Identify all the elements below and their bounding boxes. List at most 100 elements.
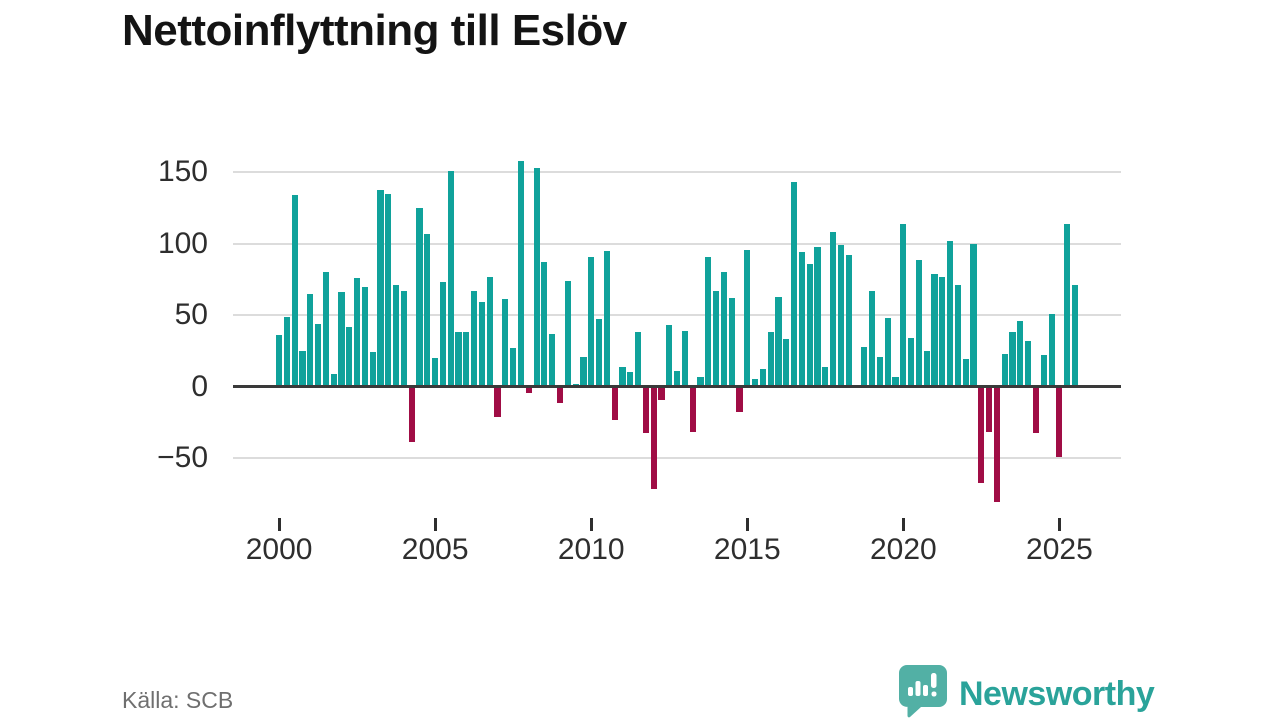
bar-2001-Q2 [315, 323, 322, 387]
bar-2008-Q3 [541, 262, 548, 387]
bar-2001-Q1 [307, 293, 314, 387]
y-axis-tick-label: 150 [157, 155, 208, 189]
x-axis-tick-2015 [745, 518, 749, 531]
x-axis-tick-2020 [901, 518, 905, 531]
bar-2000-Q4 [299, 350, 306, 387]
bar-2025-Q3 [1071, 285, 1079, 387]
bar-2007-Q2 [502, 299, 509, 387]
bar-2022-Q4 [986, 387, 993, 432]
bar-2015-Q1 [744, 249, 751, 387]
bar-2002-Q2 [346, 326, 353, 387]
bar-2020-Q3 [915, 259, 923, 387]
bar-2014-Q3 [728, 298, 735, 387]
bar-2005-Q3 [447, 171, 454, 387]
bar-2011-Q3 [634, 332, 642, 387]
bar-2007-Q1 [494, 387, 501, 418]
bar-2005-Q4 [455, 332, 462, 387]
x-axis-tick-label: 2010 [557, 533, 625, 566]
x-axis-tick-2000 [277, 518, 281, 531]
gridline-150 [233, 171, 1121, 174]
bar-2004-Q3 [416, 208, 423, 387]
bar-2012-Q2 [658, 387, 665, 401]
bar-2015-Q2 [751, 379, 759, 387]
bar-2022-Q1 [962, 359, 969, 387]
bar-2004-Q4 [424, 233, 431, 387]
bar-2024-Q3 [1040, 355, 1047, 387]
bar-2009-Q2 [564, 280, 571, 387]
bar-2023-Q3 [1009, 332, 1016, 387]
y-axis-tick-label: 50 [174, 298, 208, 332]
bar-2006-Q2 [471, 290, 478, 387]
bar-2022-Q2 [970, 243, 977, 387]
bar-2016-Q1 [775, 296, 782, 387]
bar-2024-Q1 [1025, 340, 1032, 387]
bar-2009-Q4 [580, 356, 587, 387]
bar-2001-Q4 [330, 373, 337, 387]
bar-2003-Q4 [393, 285, 400, 387]
bar-2024-Q2 [1032, 387, 1040, 434]
x-axis-tick-label: 2015 [713, 533, 781, 566]
bar-2003-Q1 [369, 352, 376, 387]
newsworthy-wordmark: Newsworthy [959, 674, 1155, 713]
bar-2007-Q4 [517, 161, 525, 387]
bar-2019-Q4 [892, 376, 899, 387]
bar-2012-Q1 [650, 387, 657, 489]
bar-2013-Q1 [681, 330, 688, 387]
bar-2015-Q3 [759, 369, 766, 387]
bar-2009-Q1 [556, 387, 564, 404]
bar-2004-Q1 [400, 290, 408, 387]
bar-2008-Q2 [533, 168, 540, 387]
bar-2024-Q4 [1048, 313, 1055, 387]
x-axis-tick-label: 2020 [869, 533, 937, 566]
x-axis-zero-line [233, 385, 1121, 388]
bar-2023-Q1 [993, 387, 1001, 502]
bar-2020-Q4 [923, 350, 930, 387]
bar-2000-Q1 [276, 335, 283, 387]
bar-2003-Q3 [385, 193, 392, 387]
bar-2002-Q1 [338, 292, 345, 387]
bar-2003-Q2 [377, 189, 384, 387]
bar-2021-Q1 [931, 273, 938, 387]
bar-2025-Q1 [1056, 387, 1063, 458]
bar-2010-Q1 [588, 256, 595, 387]
chart-title: Nettoinflyttning till Eslöv [122, 6, 627, 55]
bar-2011-Q1 [619, 366, 626, 387]
bar-2022-Q3 [978, 387, 985, 484]
bar-2013-Q2 [689, 387, 696, 432]
source-caption: Källa: SCB [122, 687, 234, 713]
bar-2019-Q2 [876, 356, 884, 387]
bar-2007-Q3 [510, 347, 517, 387]
bar-2011-Q4 [642, 387, 649, 434]
bar-2016-Q2 [783, 339, 790, 387]
bar-2012-Q4 [673, 370, 681, 387]
bar-2001-Q3 [322, 272, 329, 387]
bar-2010-Q4 [611, 387, 618, 421]
bar-2017-Q2 [814, 246, 821, 387]
bar-2005-Q2 [439, 282, 447, 387]
y-axis-tick-label: 100 [157, 226, 208, 260]
gridline-−50 [233, 456, 1121, 459]
bar-2018-Q2 [845, 255, 852, 387]
bar-2004-Q2 [408, 387, 415, 442]
bar-2014-Q2 [720, 272, 727, 387]
bar-2006-Q1 [463, 332, 470, 387]
bar-2006-Q4 [486, 276, 493, 387]
bar-2017-Q1 [806, 263, 813, 387]
bar-2018-Q4 [861, 346, 868, 387]
bar-2023-Q4 [1017, 320, 1024, 387]
bar-2008-Q1 [525, 387, 532, 394]
x-axis-tick-2005 [433, 518, 437, 531]
bar-2016-Q3 [791, 182, 798, 387]
bar-2012-Q3 [666, 325, 673, 387]
bar-2014-Q4 [736, 387, 743, 412]
bar-2008-Q4 [549, 333, 556, 387]
bar-2006-Q3 [478, 302, 486, 387]
bar-2013-Q3 [697, 376, 704, 387]
x-axis-tick-label: 2005 [401, 533, 469, 566]
gridline-50 [233, 314, 1121, 317]
bar-2025-Q2 [1064, 223, 1071, 387]
bar-2010-Q2 [595, 319, 603, 387]
y-axis-tick-label: −50 [157, 440, 208, 474]
bar-2005-Q1 [432, 357, 439, 387]
